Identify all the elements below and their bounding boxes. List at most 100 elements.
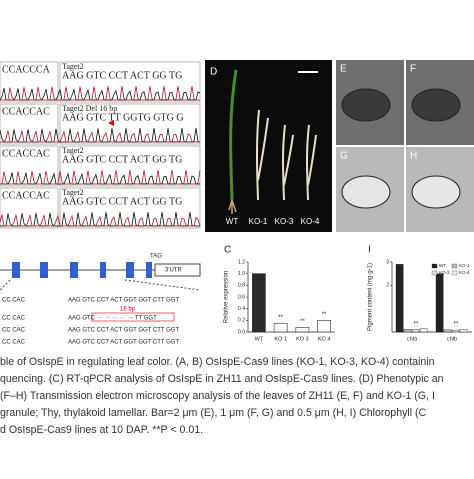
panel-label: I	[368, 245, 371, 256]
sequence: CCACCCA	[2, 64, 51, 75]
bar	[451, 329, 460, 333]
utr-box	[154, 263, 201, 277]
line-label: KO-1	[249, 217, 268, 226]
trace-box	[59, 187, 201, 229]
panel-label: E	[340, 64, 347, 75]
bar	[273, 322, 288, 333]
x-tick-label: chlb	[447, 336, 457, 342]
legend-label: KO-1	[459, 263, 470, 268]
bar	[295, 327, 310, 333]
exon	[40, 262, 48, 278]
exon	[126, 262, 134, 278]
trace-box	[0, 103, 59, 145]
legend-swatch	[431, 263, 438, 269]
bar	[419, 328, 428, 333]
y-tick-label: 0.0	[238, 329, 245, 335]
sequence: AAG GTC CCT ACT GG TG	[62, 154, 182, 165]
y-tick-label: 0.8	[238, 283, 245, 289]
legend-label: WT	[439, 263, 446, 268]
sequence: AAG GTC CCT ACT GG TG	[62, 70, 182, 81]
caption-line: ble of OsIspE in regulating leaf color. …	[0, 356, 435, 368]
line-label: WT	[226, 217, 239, 226]
significance: **	[278, 315, 283, 321]
plant	[306, 124, 317, 201]
significance: **	[300, 319, 305, 325]
exon	[146, 262, 152, 278]
y-tick-label: 1.2	[238, 259, 245, 265]
trace-box	[59, 145, 201, 187]
panel-label: H	[410, 151, 417, 162]
trace-title: Taget2	[62, 188, 84, 197]
y-tick-label: 2	[386, 283, 389, 289]
deletion-label: 16 bp	[120, 307, 136, 313]
bar	[403, 329, 412, 333]
sequence: CC CAC	[2, 298, 26, 304]
line-label: KO-3	[275, 217, 294, 226]
bar	[443, 329, 452, 333]
charts: C Relative expression 0.0 0.2 0.4 0.6 0.8 1.0 1.…	[224, 245, 472, 342]
y-tick-label: 0.2	[238, 318, 245, 324]
y-axis-title: Pigment content (mg·g-1)	[368, 263, 374, 331]
gene-structure: 3'UTR TAG CC CAC AAG GTC CCT ACT GGT GGT CT…	[0, 254, 201, 346]
bar	[459, 329, 468, 333]
caption: ble of OsIspE in regulating leaf color. …	[0, 356, 444, 436]
significance: **	[414, 322, 419, 328]
sequence: AAG GTC CCT ACT GGT GGT CTT GGT	[68, 328, 179, 334]
sequence: CC CAC	[2, 316, 26, 322]
legend-label: KO-3	[439, 270, 450, 275]
sequence: AAG GTC CCT ACT GG TG	[62, 196, 182, 207]
trace	[0, 130, 200, 143]
roots	[228, 199, 237, 214]
bar	[395, 264, 404, 333]
sequence: AAG GTC CCT ACT GGT GGT CTT GGT	[68, 298, 179, 304]
significance: **	[322, 312, 327, 318]
panel-label: D	[210, 67, 217, 78]
x-tick-label: WT	[255, 336, 264, 342]
x-tick-label: KO 4	[318, 336, 331, 342]
tem-panel: E F G H	[336, 60, 474, 232]
line-label: KO-4	[301, 217, 320, 226]
bar	[411, 329, 420, 333]
y-tick-label: 0.6	[238, 294, 245, 300]
trace-box	[59, 103, 201, 145]
trace	[0, 214, 201, 227]
legend-swatch	[451, 263, 458, 269]
legend-swatch	[451, 270, 458, 276]
trace-box	[59, 61, 201, 103]
exon	[12, 262, 20, 278]
caption-line: (F–H) Transmission electron microscopy a…	[0, 390, 435, 402]
sequence: CCACCAC	[2, 106, 50, 117]
caption-line: d OsIspE-Cas9 lines at 10 DAP. **P < 0.0…	[0, 424, 203, 436]
sequence: AAG GTC CCT ACT GGT GGT CTT GGT	[68, 340, 179, 346]
plant	[256, 109, 269, 201]
phenotype-photo	[205, 60, 332, 232]
y-tick-label: 3	[386, 259, 389, 265]
sequence: CC CAC	[2, 340, 26, 346]
sequence: CCACCAC	[2, 148, 50, 159]
legend-swatch	[431, 270, 438, 276]
panel-label: G	[340, 151, 348, 162]
sequence: CC CAC	[2, 328, 26, 334]
zoom-lines	[0, 279, 201, 291]
x-tick-label: KO 1	[274, 336, 287, 342]
caption-line: quencing. (C) RT-qPCR analysis of OsIspE…	[0, 373, 444, 385]
sequence: AAG GTC ··· ··· ··· ··· ··· TT GGT	[68, 316, 157, 322]
y-tick-label: 1.0	[238, 271, 245, 277]
significance: **	[454, 322, 459, 328]
trace-title: Taget2	[62, 62, 84, 71]
trace-box	[0, 145, 59, 187]
trace	[0, 85, 200, 101]
trace-title: Taget2	[62, 146, 84, 155]
bar	[252, 273, 266, 333]
bar	[317, 320, 331, 333]
trace-title: Taget2 Del 16 bp	[62, 104, 117, 113]
panel-label: F	[410, 64, 416, 75]
trace-box	[0, 61, 59, 103]
deletion-box	[91, 312, 175, 322]
deletion-arrow	[108, 120, 114, 126]
y-axis-title: Relative expression	[224, 271, 230, 323]
legend-label: KO-4	[459, 270, 470, 275]
bar	[435, 273, 444, 333]
trace	[0, 88, 201, 101]
